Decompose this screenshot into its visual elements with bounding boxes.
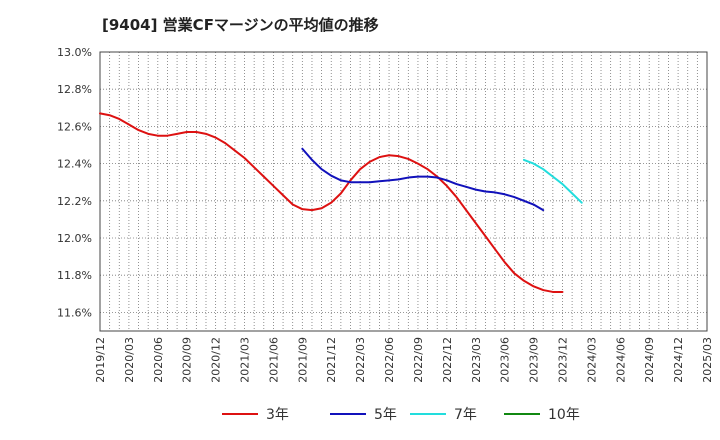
x-tick-label: 2024/03 (585, 337, 598, 383)
y-tick-label: 13.0% (57, 46, 92, 59)
x-tick-label: 2023/12 (556, 337, 569, 383)
y-tick-label: 12.0% (57, 232, 92, 245)
y-tick-label: 11.6% (57, 306, 92, 319)
x-tick-label: 2020/12 (210, 337, 223, 383)
legend-label: 7年 (454, 407, 477, 423)
x-tick-label: 2022/09 (412, 337, 425, 383)
x-tick-label: 2020/09 (181, 337, 194, 383)
x-tick-label: 2024/06 (614, 337, 627, 383)
series-line (522, 158, 583, 204)
x-tick-label: 2023/03 (470, 337, 483, 383)
x-tick-label: 2021/09 (296, 337, 309, 383)
x-tick-label: 2020/03 (123, 337, 136, 383)
legend-label: 10年 (548, 407, 580, 423)
x-tick-label: 2023/09 (528, 337, 541, 383)
x-tick-label: 2024/12 (672, 337, 685, 383)
x-tick-label: 2021/03 (239, 337, 252, 383)
y-tick-label: 12.6% (57, 120, 92, 133)
x-tick-label: 2021/12 (325, 337, 338, 383)
x-tick-label: 2025/03 (701, 337, 714, 383)
x-tick-label: 2022/03 (354, 337, 367, 383)
x-tick-label: 2022/12 (441, 337, 454, 383)
x-tick-label: 2020/06 (152, 337, 165, 383)
x-tick-label: 2021/06 (267, 337, 280, 383)
legend-label: 3年 (266, 407, 289, 423)
x-tick-label: 2024/09 (643, 337, 656, 383)
x-tick-label: 2023/06 (499, 337, 512, 383)
series-line (99, 112, 564, 293)
x-tick-label: 2022/06 (383, 337, 396, 383)
y-tick-label: 11.8% (57, 269, 92, 282)
plot-frame (99, 51, 708, 332)
series-line (301, 147, 545, 212)
y-tick-label: 12.2% (57, 195, 92, 208)
x-tick-label: 2019/12 (94, 337, 107, 383)
chart-title: [9404] 営業CFマージンの平均値の推移 (102, 16, 379, 34)
y-tick-label: 12.4% (57, 158, 92, 171)
y-tick-label: 12.8% (57, 83, 92, 96)
legend-label: 5年 (374, 407, 397, 423)
